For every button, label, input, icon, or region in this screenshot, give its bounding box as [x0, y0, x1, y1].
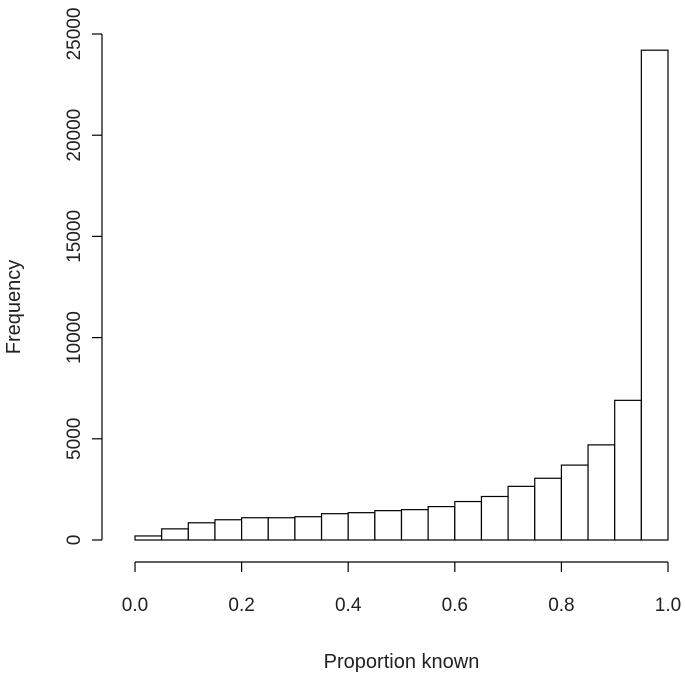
x-tick-label: 0.2: [228, 595, 254, 616]
x-tick-label: 0.8: [548, 595, 574, 616]
y-tick-label: 0: [64, 535, 85, 546]
histogram-bar: [320, 513, 349, 541]
histogram-bar: [214, 519, 243, 541]
x-tick-label: 0.0: [122, 595, 148, 616]
histogram-bar: [374, 510, 403, 541]
histogram-bar: [560, 464, 589, 541]
histogram-bar: [587, 444, 616, 541]
x-tick-label: 0.6: [442, 595, 468, 616]
y-tick-label: 20000: [64, 109, 85, 162]
x-axis-title: Proportion known: [324, 651, 480, 673]
x-axis: 0.0 0.2 0.4 0.6 0.8 1.0: [122, 561, 681, 616]
y-tick-label: 15000: [64, 210, 85, 263]
x-tick-label: 1.0: [655, 595, 681, 616]
histogram-bar: [534, 477, 562, 541]
y-tick-label: 10000: [64, 311, 85, 364]
histogram-bar: [400, 509, 429, 541]
histogram-bar: [294, 516, 323, 541]
y-tick-label: 5000: [64, 418, 85, 460]
y-tick-label: 25000: [64, 8, 85, 61]
histogram-bar: [187, 522, 216, 541]
histogram-bar: [347, 512, 376, 541]
histogram-bar: [454, 500, 483, 541]
histogram-bar: [134, 535, 163, 541]
histogram-bar: [640, 49, 669, 541]
y-axis-title: Frequency: [3, 260, 25, 355]
histogram-bar: [480, 495, 509, 541]
histogram-bar: [507, 485, 536, 541]
histogram-bar: [427, 506, 456, 541]
histogram-bar: [614, 399, 642, 541]
histogram-bar: [267, 517, 296, 541]
x-tick-label: 0.4: [335, 595, 362, 616]
y-axis: 0 5000 10000 15000 20000 25000: [64, 8, 103, 546]
histogram-bar: [241, 517, 269, 541]
histogram-bars: [134, 49, 669, 541]
histogram-bar: [161, 528, 189, 541]
